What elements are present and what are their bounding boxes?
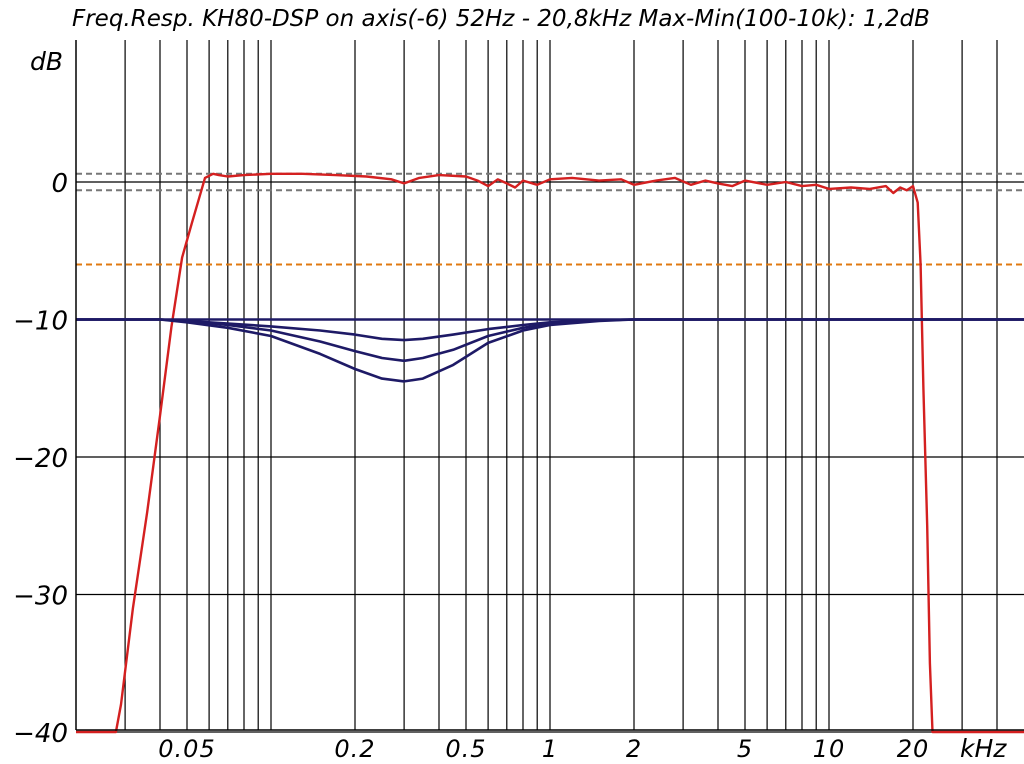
y-tick-label: −10 (13, 307, 68, 337)
x-tick-label: 2 (626, 735, 642, 763)
y-tick-label: −20 (13, 444, 68, 474)
x-axis-label: kHz (960, 734, 1007, 763)
y-tick-label: −40 (13, 719, 68, 749)
chart-title: Freq.Resp. KH80-DSP on axis(-6) 52Hz - 2… (72, 6, 930, 32)
reference-lines (76, 172, 1024, 266)
series-layer (76, 172, 1024, 734)
y-axis-label: dB (30, 47, 63, 76)
x-tick-label: 0.5 (445, 735, 486, 763)
x-tick-label: 0.2 (334, 735, 375, 763)
y-tick-label: 0 (51, 169, 68, 199)
x-tick-label: 10 (813, 735, 846, 763)
series-line (76, 172, 1024, 734)
x-tick-label: 5 (737, 735, 753, 763)
x-tick-label: 0.05 (158, 735, 215, 763)
y-tick-label: −30 (13, 582, 68, 612)
x-tick-labels: 0.05 0.2 0.5 1 2 5 10 20 (158, 735, 930, 763)
x-tick-label: 20 (897, 735, 930, 763)
x-tick-label: 1 (542, 735, 558, 763)
y-tick-labels: 0 −10 −20 −30 −40 (13, 169, 68, 749)
